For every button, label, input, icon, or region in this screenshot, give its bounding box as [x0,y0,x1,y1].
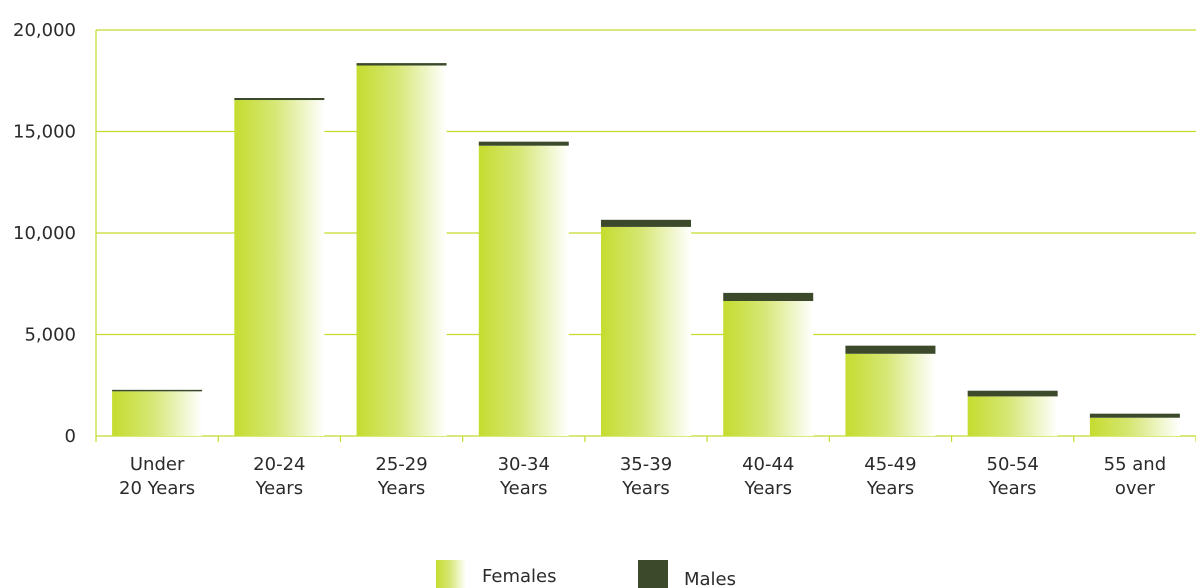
bar-females [723,301,814,436]
legend: Females Males [436,560,736,588]
y-tick-label: 5,000 [24,325,76,346]
x-tick-label: 25-29 Years [375,454,427,499]
x-tick-label: 35-39 Years [620,454,672,499]
x-tick-label: 40-44 Years [742,454,794,499]
bars [112,63,1180,437]
bar-males [234,98,325,101]
x-tick-label: 20-24 Years [253,454,305,499]
bar-males [601,219,691,227]
x-axis [95,435,1196,442]
bar-females [234,100,325,436]
bar-females [112,391,203,436]
bar-males [478,141,569,146]
bar-females [478,145,569,436]
legend-label-females: Females [482,566,556,587]
legend-swatch-males [638,560,668,588]
bar-females [601,226,691,436]
x-tick-label: 45-49 Years [864,454,916,499]
bar-males [1089,413,1180,418]
x-tick-label: 30-34 Years [498,454,550,499]
legend-item-males: Males [638,560,736,588]
bar-males [723,292,814,302]
bar-females [967,396,1058,436]
bar-males [967,390,1058,397]
y-tick-label: 15,000 [13,122,76,143]
bar-males [845,345,936,354]
y-axis: 0 5,000 10,000 15,000 20,000 [13,20,97,447]
legend-swatch-females [436,560,466,588]
bar-males [112,389,203,392]
x-tick-label: 50-54 Years [987,454,1039,499]
legend-label-males: Males [684,569,736,588]
x-tick-labels: Under 20 Years 20-24 Years 25-29 Years 30-34 Ye… [119,454,1166,499]
y-tick-label: 0 [65,426,76,447]
y-tick-label: 10,000 [13,223,76,244]
bar-females [845,353,936,436]
bar-males [356,63,447,66]
x-tick-label: 55 and over [1104,454,1167,499]
y-tick-label: 20,000 [13,20,76,41]
bar-females [356,65,447,437]
bar-females [1089,417,1180,436]
x-tick-label: Under 20 Years [119,454,195,499]
legend-item-females: Females [436,560,556,588]
